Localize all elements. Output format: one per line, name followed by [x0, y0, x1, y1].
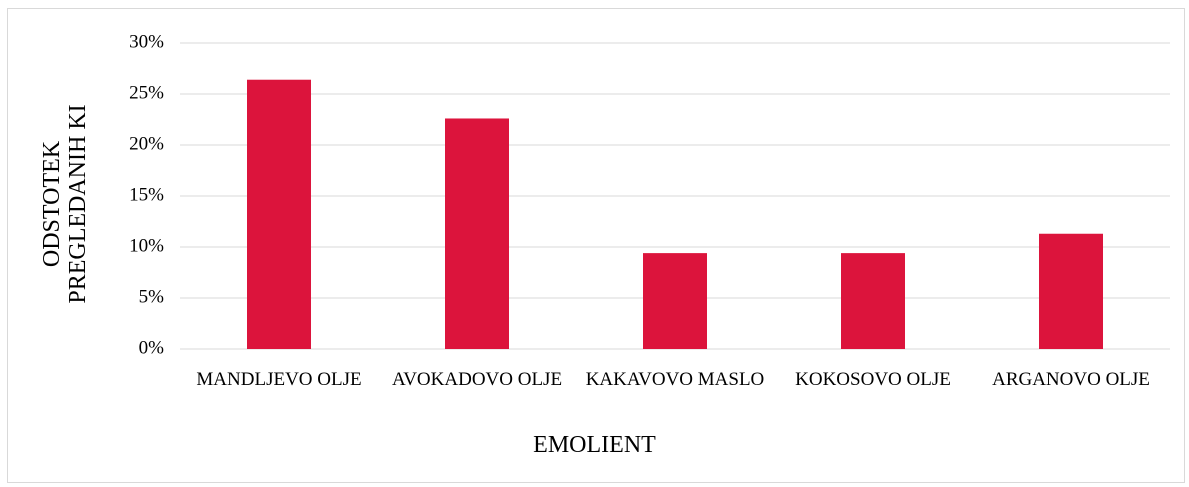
bar	[841, 253, 905, 349]
x-tick-label: ARGANOVO OLJE	[992, 369, 1150, 390]
y-tick-label: 30%	[129, 31, 164, 52]
x-tick-label: KOKOSOVO OLJE	[795, 369, 951, 390]
y-axis-title: ODSTOTEK PREGLEDANIH KI	[39, 104, 91, 304]
y-tick-label: 0%	[139, 337, 165, 358]
bar	[643, 253, 707, 349]
x-tick-label: MANDLJEVO OLJE	[196, 369, 362, 390]
y-tick-label: 10%	[129, 235, 164, 256]
y-tick-label: 20%	[129, 133, 164, 154]
y-tick-label: 15%	[129, 184, 164, 205]
x-axis-title: EMOLIENT	[533, 432, 656, 458]
chart-border	[7, 8, 1185, 483]
bar	[247, 79, 311, 349]
y-tick-label: 5%	[139, 286, 165, 307]
x-tick-label: AVOKADOVO OLJE	[391, 369, 563, 390]
bar	[1039, 233, 1103, 349]
bar	[445, 118, 509, 349]
y-tick-label: 25%	[129, 82, 164, 103]
x-tick-label: KAKAVOVO MASLO	[585, 369, 765, 390]
